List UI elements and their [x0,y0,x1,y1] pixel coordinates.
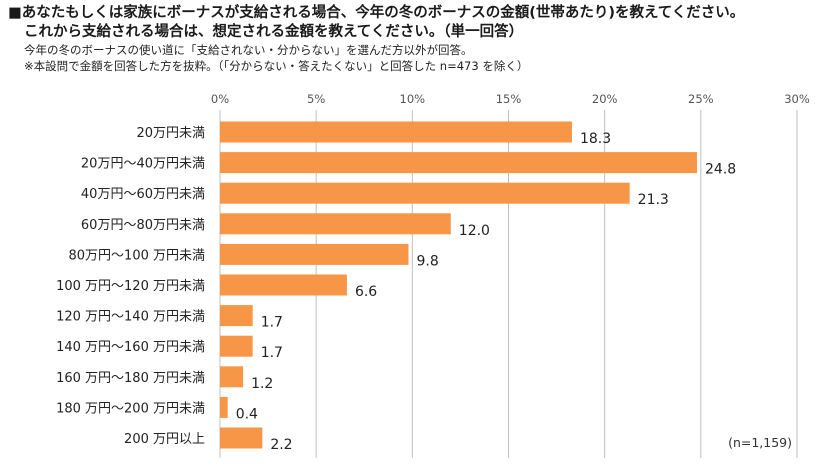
value-label-10: 2.2 [270,437,292,453]
bar-6 [220,305,253,327]
x-tick-label-0: 0% [211,92,229,106]
category-label-7: 140 万円～160 万円未満 [56,340,205,355]
chart-header: ■あなたもしくは家族にボーナスが支給される場合、今年の冬のボーナスの金額(世帯あ… [8,4,834,74]
x-tick-label-30: 30% [784,92,810,106]
sample-size-note: (n=1,159) [728,435,792,450]
x-tick-label-25: 25% [688,92,714,106]
x-tick-label-5: 5% [307,92,325,106]
category-label-10: 200 万円以上 [124,432,205,447]
value-label-0: 18.3 [580,131,611,147]
note-line-2: ※本設問で金額を回答した方を抜粋。（「分からない・答えたくない」と回答した n=… [24,59,529,73]
bar-1 [220,152,697,174]
category-label-2: 40万円～60万円未満 [81,187,205,202]
category-label-1: 20万円～40万円未満 [81,157,205,172]
bar-9 [220,396,228,418]
value-label-7: 1.7 [261,345,283,361]
title-line-1: ■あなたもしくは家族にボーナスが支給される場合、今年の冬のボーナスの金額(世帯あ… [8,5,745,21]
bar-3 [220,213,451,235]
note-line-1: 今年の冬のボーナスの使い道に「支給されない・分からない」を選んだ方以外が回答。 [24,43,473,57]
value-label-8: 1.2 [251,376,273,392]
bar-7 [220,335,253,357]
x-tick-label-15: 15% [496,92,522,106]
bar-4 [220,243,409,265]
bar-5 [220,274,347,296]
value-label-1: 24.8 [705,162,736,178]
category-label-9: 180 万円～200 万円未満 [56,401,205,416]
bar-8 [220,366,244,388]
category-label-5: 100 万円～120 万円未満 [56,279,205,294]
bar-2 [220,182,630,204]
category-label-3: 60万円～80万円未満 [81,218,205,233]
category-label-4: 80万円～100 万円未満 [69,248,206,263]
value-label-9: 0.4 [236,406,258,422]
value-label-4: 9.8 [416,253,438,269]
value-label-2: 21.3 [638,192,669,208]
category-label-0: 20万円未満 [136,126,205,141]
bar-10 [220,427,263,449]
value-label-6: 1.7 [261,315,283,331]
x-tick-label-10: 10% [400,92,426,106]
value-label-3: 12.0 [459,223,490,239]
title-line-2: これから支給される場合は、想定される金額を教えてください。（単一回答） [24,24,524,40]
category-label-6: 120 万円～140 万円未満 [56,310,205,325]
chart-title: ■あなたもしくは家族にボーナスが支給される場合、今年の冬のボーナスの金額(世帯あ… [8,4,834,42]
bar-0 [220,121,572,143]
value-label-5: 6.6 [355,284,377,300]
category-label-8: 160 万円～180 万円未満 [56,371,205,386]
x-tick-label-20: 20% [592,92,618,106]
